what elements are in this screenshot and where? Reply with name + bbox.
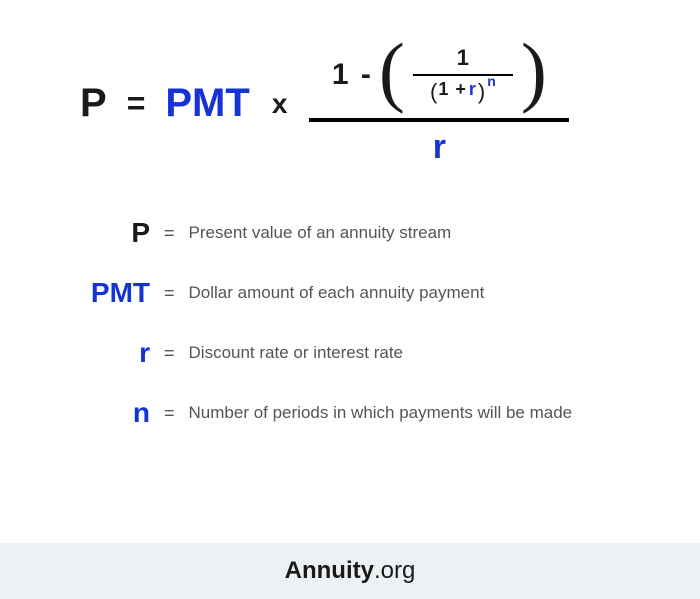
legend-symbol: n <box>50 397 150 429</box>
formula-inner-fraction: 1 ( 1 + r ) n <box>413 45 513 106</box>
formula-one-minus: 1 - <box>332 58 373 92</box>
footer-suffix: .org <box>374 557 415 584</box>
legend-description: Dollar amount of each annuity payment <box>189 283 485 303</box>
formula-big-rparen: ) <box>521 36 547 106</box>
formula-area: P = PMT x 1 - ( 1 ( 1 + r ) n ) r <box>0 0 700 187</box>
formula-symbol-PMT: PMT <box>165 81 249 126</box>
formula-denominator-r: r <box>433 122 446 167</box>
legend-equals: = <box>164 343 175 364</box>
formula-big-lparen: ( <box>379 36 405 106</box>
formula-inner-rparen: ) <box>478 79 485 105</box>
legend-equals: = <box>164 283 175 304</box>
formula-times: x <box>272 88 288 120</box>
formula-inner-n: n <box>487 73 496 89</box>
legend-equals: = <box>164 223 175 244</box>
footer: Annuity.org <box>0 543 700 599</box>
formula-inner-denominator: ( 1 + r ) n <box>430 76 496 105</box>
legend-row: PMT = Dollar amount of each annuity paymen… <box>50 277 650 309</box>
legend: P = Present value of an annuity stream PMT =… <box>0 187 700 429</box>
legend-equals: = <box>164 403 175 424</box>
formula-equals: = <box>127 85 146 122</box>
legend-row: n = Number of periods in which payments wi… <box>50 397 650 429</box>
legend-description: Present value of an annuity stream <box>189 223 452 243</box>
legend-symbol: P <box>50 217 150 249</box>
legend-symbol: PMT <box>50 277 150 309</box>
formula-inner-numerator: 1 <box>457 45 469 74</box>
legend-row: r = Discount rate or interest rate <box>50 337 650 369</box>
formula-inner-lparen: ( <box>430 79 437 105</box>
legend-row: P = Present value of an annuity stream <box>50 217 650 249</box>
legend-symbol: r <box>50 337 150 369</box>
legend-description: Discount rate or interest rate <box>189 343 403 363</box>
formula-inner-r: r <box>469 79 476 100</box>
formula-inner-one-plus: 1 + <box>438 79 467 100</box>
footer-brand: Annuity <box>285 557 374 584</box>
formula-symbol-P: P <box>80 81 107 126</box>
formula-numerator: 1 - ( 1 ( 1 + r ) n ) <box>332 40 547 118</box>
legend-description: Number of periods in which payments will… <box>189 403 573 423</box>
formula-fraction-outer: 1 - ( 1 ( 1 + r ) n ) r <box>309 40 569 167</box>
